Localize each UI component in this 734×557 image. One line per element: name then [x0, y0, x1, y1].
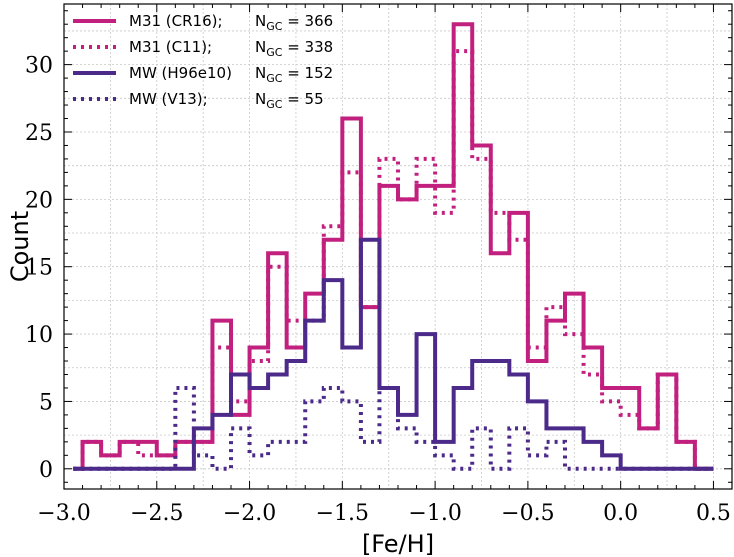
- legend-ngc-2: NGC = 152: [255, 64, 333, 85]
- grid-lines: [63, 4, 732, 489]
- legend-label-0: M31 (CR16);: [129, 12, 223, 30]
- series-line-0: [73, 22, 714, 471]
- legend-ngc-3: NGC = 55: [255, 90, 324, 111]
- y-tick-labels: 0 5 10 15 20 25 30: [25, 54, 53, 483]
- x-tick-label: −1.5: [316, 501, 369, 526]
- y-tick-label: 5: [39, 390, 53, 415]
- y-tick-label: 10: [25, 323, 53, 348]
- y-tick-label: 20: [25, 188, 53, 213]
- y-tick-label: 30: [25, 54, 53, 79]
- x-tick-label: −1.0: [408, 501, 461, 526]
- y-axis-label: Count: [6, 211, 34, 282]
- series-line-2: [73, 237, 714, 471]
- axis-ticks: [63, 4, 733, 489]
- series-group: [73, 22, 714, 471]
- x-axis-label: [Fe/H]: [362, 530, 434, 557]
- x-tick-labels: −3.0 −2.5 −2.0 −1.5 −1.0 −0.5 0.0 0.5: [37, 501, 731, 526]
- y-tick-label: 0: [39, 458, 53, 483]
- legend-label-3: MW (V13);: [129, 90, 208, 108]
- x-tick-label: −3.0: [37, 501, 90, 526]
- x-tick-label: 0.5: [696, 501, 731, 526]
- legend-ngc-1: NGC = 338: [255, 38, 333, 59]
- series-line-3: [73, 385, 714, 471]
- legend-ngc-0: NGC = 366: [255, 12, 333, 33]
- x-tick-label: −0.5: [501, 501, 554, 526]
- y-tick-label: 25: [25, 121, 53, 146]
- x-tick-label: 0.0: [603, 501, 638, 526]
- legend-label-2: MW (H96e10): [129, 64, 232, 82]
- x-tick-label: −2.5: [130, 501, 183, 526]
- legend-label-1: M31 (C11);: [129, 38, 212, 56]
- x-tick-label: −2.0: [223, 501, 276, 526]
- series-line-1: [73, 49, 714, 471]
- y-tick-label: 15: [25, 256, 53, 281]
